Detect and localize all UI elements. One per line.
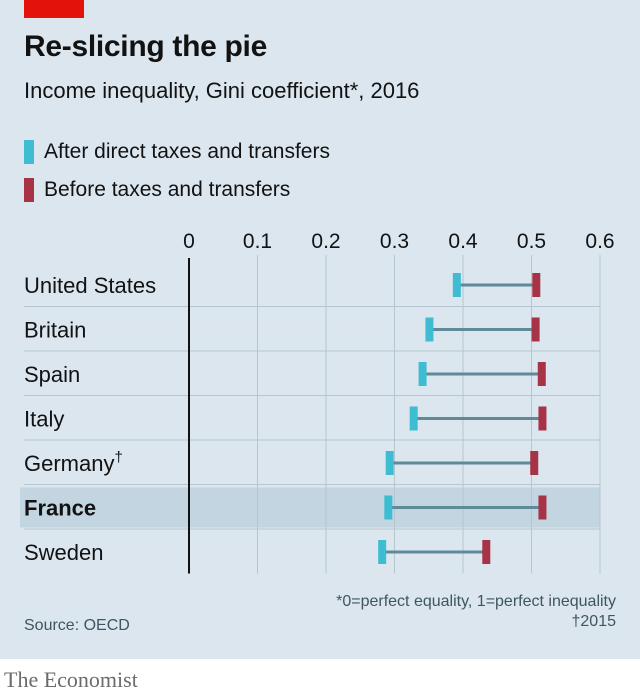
x-tick-label: 0.5: [517, 230, 546, 253]
publisher-brand: The Economist: [4, 667, 138, 692]
point-before: [531, 317, 540, 342]
x-tick-label: 0.6: [585, 230, 614, 253]
point-before: [538, 495, 547, 520]
category-label: Britain: [24, 318, 86, 343]
point-after: [425, 317, 434, 342]
x-tick-label: 0.2: [311, 230, 340, 253]
point-after: [385, 451, 394, 475]
point-before: [530, 451, 539, 475]
point-after: [452, 273, 461, 297]
footnote-dagger: †2015: [571, 613, 617, 630]
point-before: [538, 406, 547, 431]
point-before: [537, 362, 546, 386]
point-after: [378, 540, 387, 564]
dumbbell-chart: 0 0.1 0.2 0.3 0.4 0.5 0.6 United States Britain S…: [20, 230, 615, 574]
point-after: [418, 362, 427, 386]
brand-red-tab: [24, 0, 84, 18]
point-after: [409, 406, 418, 431]
footnote-definition: *0=perfect equality, 1=perfect inequalit…: [336, 593, 616, 610]
chart-subtitle: Income inequality, Gini coefficient*, 20…: [24, 78, 420, 103]
legend-swatch-after: [24, 140, 34, 164]
point-before: [532, 273, 541, 297]
x-tick-label: 0.4: [448, 230, 478, 253]
x-tick-label: 0: [183, 230, 195, 253]
legend-item-after: After direct taxes and transfers: [24, 140, 330, 164]
category-label: Spain: [24, 362, 80, 387]
legend-label-after: After direct taxes and transfers: [44, 140, 330, 163]
category-label: Italy: [24, 407, 64, 432]
x-tick-label: 0.3: [380, 230, 409, 253]
category-label: United States: [24, 273, 156, 298]
point-after: [384, 495, 393, 520]
legend-label-before: Before taxes and transfers: [44, 178, 291, 201]
chart-title: Re-slicing the pie: [24, 30, 267, 63]
category-label: France: [24, 496, 96, 521]
category-label: Sweden: [24, 540, 104, 565]
source-note: Source: OECD: [24, 617, 130, 634]
legend-item-before: Before taxes and transfers: [24, 178, 290, 202]
x-tick-label: 0.1: [243, 230, 272, 253]
category-label: Germany†: [24, 449, 123, 476]
legend-swatch-before: [24, 178, 34, 202]
footnote: *0=perfect equality, 1=perfect inequalit…: [336, 592, 616, 632]
point-before: [482, 540, 491, 564]
